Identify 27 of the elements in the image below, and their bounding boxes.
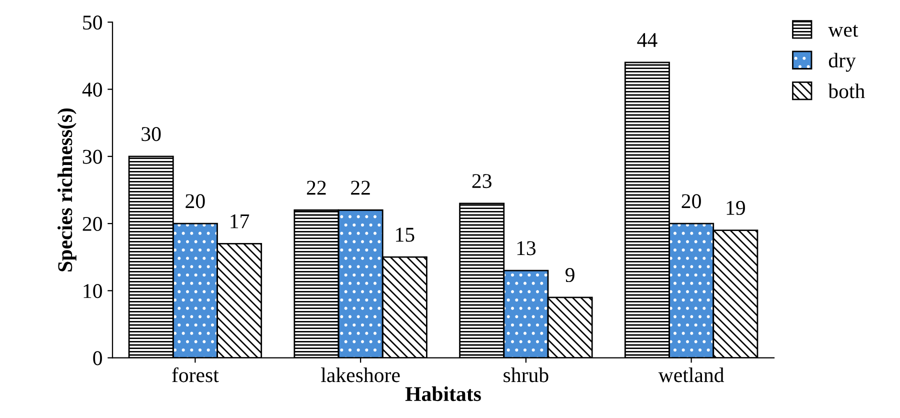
y-tick-label: 40 — [82, 82, 102, 97]
data-label: 15 — [396, 228, 414, 242]
legend-label: both — [828, 84, 865, 98]
x-tick-label: wetland — [658, 368, 724, 382]
data-label: 9 — [566, 268, 574, 282]
data-label: 20 — [186, 194, 205, 208]
data-label: 13 — [517, 241, 536, 256]
data-label: 22 — [351, 180, 370, 195]
data-label: 23 — [472, 174, 492, 188]
data-label: 22 — [306, 180, 326, 195]
y-tick-label: 30 — [82, 150, 102, 164]
data-label: 44 — [637, 33, 658, 47]
x-axis-title: Habitats — [405, 386, 481, 402]
x-tick-label: lakeshore — [321, 368, 400, 382]
data-label: 17 — [230, 214, 250, 228]
y-tick-label: 0 — [93, 351, 102, 366]
data-label: 30 — [142, 127, 161, 142]
legend-label: wet — [828, 24, 858, 37]
y-axis-title: Species richness(s) — [57, 108, 76, 272]
legend-label: dry — [828, 52, 856, 72]
x-tick-label: forest — [172, 367, 219, 382]
data-label: 19 — [726, 200, 745, 215]
y-tick-label: 20 — [82, 216, 102, 231]
y-tick-label: 10 — [84, 284, 102, 298]
y-tick-label: 50 — [83, 16, 102, 30]
x-tick-label: shrub — [504, 368, 548, 382]
data-label: 20 — [682, 194, 701, 208]
